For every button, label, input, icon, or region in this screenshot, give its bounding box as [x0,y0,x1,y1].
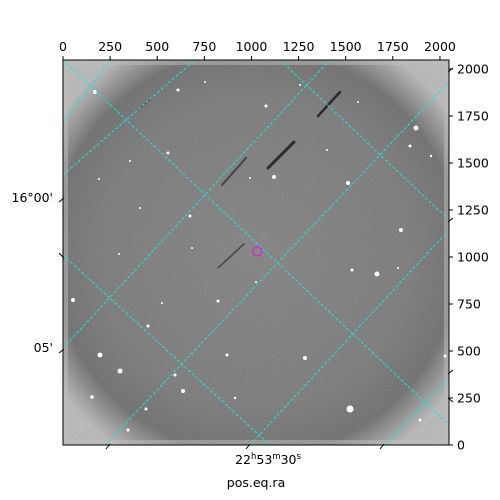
star [225,353,229,357]
star [166,151,170,155]
sky-image [63,60,449,445]
y-tick-label: 750 [457,297,481,312]
star [216,299,220,303]
star [249,177,251,179]
star [204,81,206,83]
star [397,267,399,269]
star [399,228,403,232]
star [264,104,268,108]
star [71,298,75,302]
star [272,175,276,179]
grid-line [63,60,196,176]
star [98,178,100,180]
star [413,125,419,131]
x-tick-label: 1750 [377,39,409,54]
star [233,396,237,400]
ra-label: 22h53m30s [235,452,301,467]
y-tick-label: 1250 [457,203,489,218]
star [346,405,354,413]
star [374,271,380,277]
star [139,207,141,209]
star [408,144,412,148]
y-tick-label: 0 [457,438,465,453]
x-axis-ticks: 0 250 500 750 1000 1250 1500 1750 2000 [59,39,456,60]
grid-line [249,229,449,445]
y-axis-ticks: 0 250 500 750 1000 1250 1500 1750 2000 [449,62,489,453]
star [357,101,359,103]
target-circle-icon [251,246,263,257]
star [117,368,123,374]
star [90,395,94,399]
x-tick-label: 750 [192,39,216,54]
x-tick-label: 1250 [283,39,315,54]
streak-trails [137,90,342,269]
y-tick-label: 250 [457,391,481,406]
y-tick-label: 1750 [457,109,489,124]
x-tick-label: 1000 [236,39,268,54]
y-tick-label: 500 [457,344,481,359]
grid-line [63,254,271,445]
star [176,88,180,92]
star [173,373,177,377]
grid-line [63,60,111,123]
dec-label-05: 05' [34,340,53,355]
coordinate-grid [63,60,449,445]
star [350,268,354,272]
star [443,354,447,358]
star [429,154,433,158]
star [129,160,131,162]
grid-line [384,377,449,445]
grid-line [279,60,449,221]
grid-line [63,60,449,426]
star [191,247,193,249]
x-tick-label: 500 [145,39,169,54]
star [126,428,130,432]
plot-frame [62,59,450,446]
star [146,324,150,328]
star [418,418,422,422]
star [181,389,185,393]
star-field [71,81,447,432]
star [255,281,257,283]
y-tick-label: 2000 [457,62,489,77]
y-tick-label: 1000 [457,250,489,265]
star [188,214,192,218]
x-tick-label: 250 [98,39,122,54]
star [118,253,120,255]
x-tick-label: 1500 [330,39,362,54]
star [97,352,103,358]
star [346,181,350,185]
star [144,407,148,411]
x-tick-label: 0 [59,39,67,54]
x-tick-label: 2000 [424,39,456,54]
grid-line [104,81,449,445]
wcs-tick-marks [58,67,454,450]
star [161,302,163,304]
star [326,149,328,151]
y-tick-label: 1500 [457,156,489,171]
dec-label-16-00: 16°00' [12,190,54,205]
star [303,356,307,360]
x-axis-label: pos.eq.ra [227,475,285,490]
star [299,84,301,86]
grid-line [63,60,331,349]
